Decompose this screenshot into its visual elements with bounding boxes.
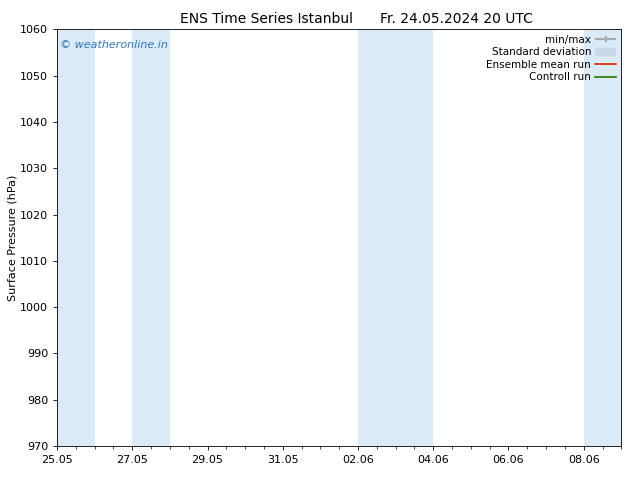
Bar	[57, 29, 94, 446]
Text: © weatheronline.in: © weatheronline.in	[60, 40, 168, 50]
Legend: min/max, Standard deviation, Ensemble mean run, Controll run: min/max, Standard deviation, Ensemble me…	[483, 31, 619, 86]
Bar	[133, 29, 170, 446]
Text: ENS Time Series Istanbul: ENS Time Series Istanbul	[180, 12, 353, 26]
Text: Fr. 24.05.2024 20 UTC: Fr. 24.05.2024 20 UTC	[380, 12, 533, 26]
Y-axis label: Surface Pressure (hPa): Surface Pressure (hPa)	[7, 174, 17, 301]
Bar	[584, 29, 621, 446]
Bar	[358, 29, 433, 446]
